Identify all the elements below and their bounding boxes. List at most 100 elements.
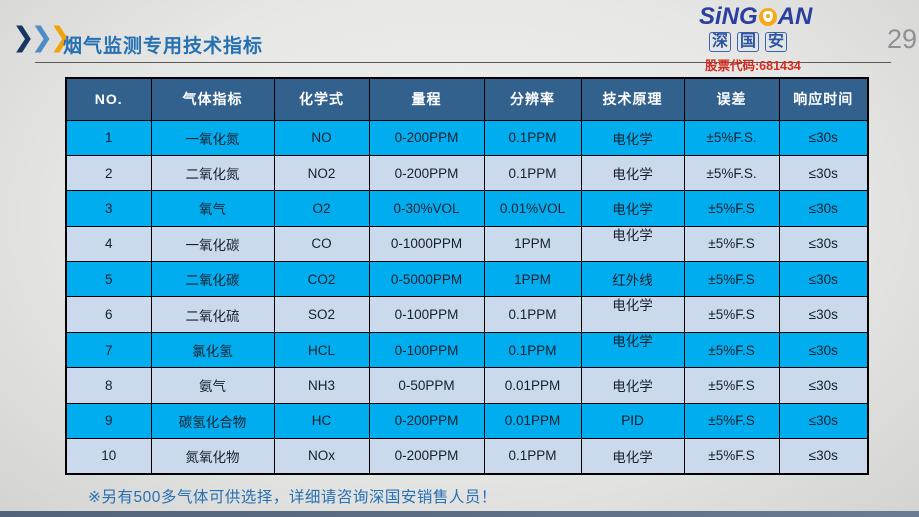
column-header: 分辨率 — [483, 77, 582, 121]
table-row: 1 一氧化氮 NO 0-200PPM 0.1PPM 电化学 ±5%F.S. ≤30s — [65, 119, 869, 156]
table-cell: 电化学 — [580, 296, 685, 333]
table-cell: 0.01%VOL — [483, 190, 582, 227]
chevron-icon: ❯ — [49, 22, 72, 52]
chevron-icon: ❯ — [12, 22, 35, 52]
brand-chinese-char: 深 — [709, 32, 732, 52]
table-cell: 0-200PPM — [368, 402, 485, 440]
table-cell: NH3 — [273, 367, 370, 404]
table-cell: ±5%F.S — [683, 225, 780, 263]
brand-chinese-char: 安 — [765, 32, 788, 52]
footer-note: ※另有500多气体可供选择，详细请咨询深国安销售人员！ — [88, 489, 497, 506]
table-cell: HCL — [273, 331, 370, 369]
slide-page-number: 29 — [886, 24, 917, 54]
brand-text-right: AN — [777, 3, 813, 30]
table-cell: 0.1PPM — [483, 119, 582, 156]
table-cell: 1PPM — [483, 225, 582, 263]
table-cell: 电化学 — [580, 367, 685, 404]
table-row: 3 氧气 O2 0-30%VOL 0.01%VOL 电化学 ±5%F.S ≤30s — [65, 190, 869, 227]
table-row: 6 二氧化硫 SO2 0-100PPM 0.1PPM 电化学 ±5%F.S ≤30s — [65, 296, 869, 333]
column-header: NO. — [65, 77, 152, 121]
table-cell: 二氧化硫 — [150, 296, 275, 333]
table-cell: 0-30%VOL — [368, 190, 485, 227]
table-cell: 0-50PPM — [368, 367, 485, 404]
table-cell: 0-200PPM — [368, 154, 485, 192]
table-cell: ≤30s — [778, 261, 869, 298]
table-row: 2 二氧化氮 NO2 0-200PPM 0.1PPM 电化学 ±5%F.S. ≤30s — [65, 154, 869, 192]
table-cell: 氯化氢 — [150, 331, 275, 369]
table-cell: 0.1PPM — [483, 331, 582, 369]
table-cell: ±5%F.S — [683, 190, 780, 227]
table-cell: 1 — [65, 119, 152, 156]
column-header: 误差 — [683, 77, 780, 121]
table-cell: ±5%F.S — [683, 402, 780, 440]
table-cell: ±5%F.S. — [683, 119, 780, 156]
column-header: 响应时间 — [778, 77, 869, 121]
table-cell: 4 — [65, 225, 152, 263]
table-cell: ±5%F.S. — [683, 154, 780, 192]
table-cell: ≤30s — [778, 402, 869, 440]
table-cell: 1PPM — [483, 261, 582, 298]
header-divider — [35, 62, 891, 63]
table-cell: ≤30s — [778, 438, 869, 475]
table-cell: 2 — [65, 154, 152, 192]
table-cell: 0.01PPM — [483, 367, 582, 404]
table-cell: 电化学 — [580, 225, 685, 263]
table-cell: 一氧化碳 — [150, 225, 275, 263]
table-cell: 0-5000PPM — [368, 261, 485, 298]
table-cell: CO2 — [273, 261, 370, 298]
table-cell: O2 — [273, 190, 370, 227]
table-cell: 电化学 — [580, 119, 685, 156]
table-cell: ≤30s — [778, 331, 869, 369]
table-cell: CO — [273, 225, 370, 263]
table-cell: 电化学 — [580, 331, 685, 369]
table-header-row: NO. 气体指标 化学式 量程 分辨率 技术原理 误差 响应时间 — [65, 77, 869, 121]
table-cell: ±5%F.S — [683, 367, 780, 404]
brand-text-left: SiNG — [699, 3, 758, 30]
table-cell: 0.01PPM — [483, 402, 582, 440]
table-cell: 氧气 — [150, 190, 275, 227]
shield-badge-icon — [758, 8, 777, 26]
table-cell: NO2 — [273, 154, 370, 192]
table-cell: 红外线 — [580, 261, 685, 298]
table-cell: 0-200PPM — [368, 119, 485, 156]
table-cell: 氨气 — [150, 367, 275, 404]
table-cell: 9 — [65, 402, 152, 440]
table-cell: HC — [273, 402, 370, 440]
chevron-icon: ❯ — [30, 22, 54, 52]
table-cell: 0.1PPM — [483, 296, 582, 333]
stock-code-label: 股票代码:681434 — [705, 59, 801, 73]
table-cell: ≤30s — [778, 225, 869, 263]
table-cell: PID — [580, 402, 685, 440]
table-cell: 一氧化氮 — [150, 119, 275, 156]
table-cell: ±5%F.S — [683, 261, 780, 298]
table-cell: 5 — [65, 261, 152, 298]
table-cell: ±5%F.S — [683, 331, 780, 369]
table-cell: NOx — [273, 438, 370, 475]
table-cell: ≤30s — [778, 190, 869, 227]
table-cell: ≤30s — [778, 154, 869, 192]
table-cell: 7 — [65, 331, 152, 369]
table-cell: 0.1PPM — [483, 438, 582, 475]
column-header: 量程 — [368, 77, 485, 121]
table-row: 7 氯化氢 HCL 0-100PPM 0.1PPM 电化学 ±5%F.S ≤30s — [65, 331, 869, 369]
table-row: 4 一氧化碳 CO 0-1000PPM 1PPM 电化学 ±5%F.S ≤30s — [65, 225, 869, 263]
table-cell: ≤30s — [778, 367, 869, 404]
column-header: 气体指标 — [150, 77, 275, 121]
brand-chinese-name: 深国安 — [691, 32, 891, 52]
table-cell: SO2 — [273, 296, 370, 333]
table-cell: 10 — [65, 438, 152, 475]
company-logo: SiNG AN 深国安 股票代码:681434 — [691, 4, 891, 74]
table-cell: 6 — [65, 296, 152, 333]
table-cell: 3 — [65, 190, 152, 227]
bottom-accent-bar — [0, 511, 919, 517]
table-cell: 0.1PPM — [483, 154, 582, 192]
table-cell: 0-200PPM — [368, 438, 485, 475]
gas-spec-table: NO. 气体指标 化学式 量程 分辨率 技术原理 误差 响应时间 1 一氧化氮 NO 0-200PP… — [65, 77, 869, 475]
triple-chevron-icon: ❯❯❯ — [12, 22, 72, 52]
table-cell: 氮氧化物 — [150, 438, 275, 475]
brand-wordmark: SiNG AN — [691, 4, 891, 30]
table-row: 10 氮氧化物 NOx 0-200PPM 0.1PPM 电化学 ±5%F.S ≤30s — [65, 438, 869, 475]
table-cell: 碳氢化合物 — [150, 402, 275, 440]
column-header: 技术原理 — [580, 77, 685, 121]
